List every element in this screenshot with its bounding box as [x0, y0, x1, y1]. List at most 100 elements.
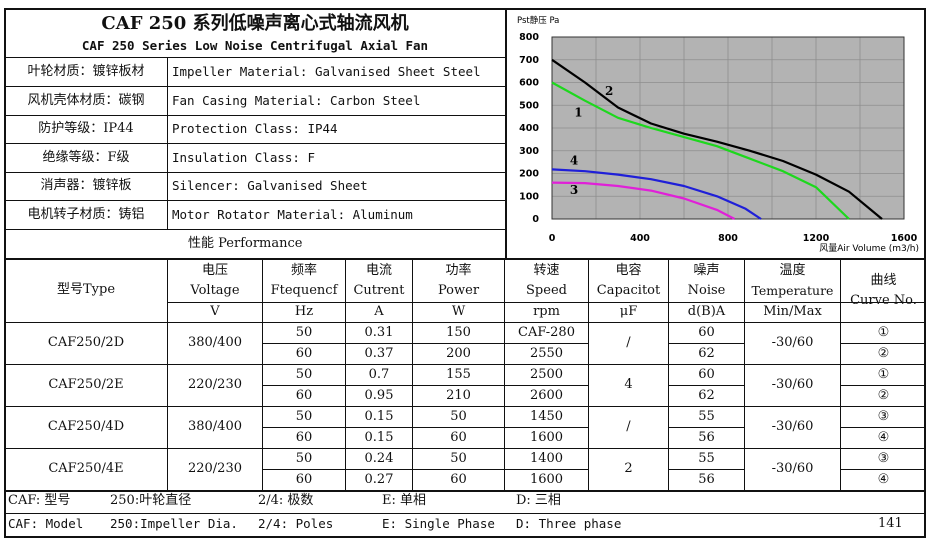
x-tick-label: 400: [630, 233, 650, 244]
current-cell: 0.15: [364, 409, 394, 424]
temperature-cell: -30/60: [771, 335, 814, 350]
divider: [4, 448, 926, 449]
divider: [4, 322, 926, 323]
y-tick-label: 600: [519, 78, 539, 89]
series-line-4: [551, 168, 762, 220]
power-cell: 155: [446, 367, 471, 382]
current-cell: 0.95: [364, 388, 394, 403]
voltage-cell: 220/230: [187, 461, 242, 476]
speed-cell: 1400: [529, 451, 564, 466]
title-en: CAF 250 Series Low Noise Centrifugal Axi…: [81, 38, 429, 53]
curve-cell: ②: [877, 346, 890, 361]
divider: [345, 258, 346, 490]
footer-en-dia: 250:Impeller Dia.: [110, 516, 238, 531]
spec-en-0: Impeller Material: Galvanised Sheet Stee…: [172, 64, 481, 79]
divider: [840, 343, 926, 344]
spec-en-1: Fan Casing Material: Carbon Steel: [172, 93, 421, 108]
power-cell: 60: [450, 430, 467, 445]
performance-label: 性能 Performance: [188, 236, 303, 251]
y-tick-label: 0: [532, 214, 539, 225]
noise-cell: 62: [698, 388, 715, 403]
divider: [4, 57, 506, 58]
speed-cell: 2550: [529, 346, 564, 361]
speed-cell: 1600: [529, 472, 564, 487]
header-power-en: Power: [437, 283, 480, 298]
power-cell: 150: [446, 325, 471, 340]
header-noise-en: Noise: [687, 283, 726, 298]
y-tick-label: 500: [519, 100, 539, 111]
divider: [668, 469, 744, 470]
footer-cn-caf: CAF: 型号: [8, 493, 71, 508]
header-voltage-unit: V: [210, 304, 220, 319]
y-tick-label: 800: [519, 32, 539, 43]
capacitor-cell: 4: [624, 377, 633, 392]
sheet-frame: [4, 8, 926, 538]
power-cell: 50: [450, 409, 467, 424]
curve-cell: ④: [877, 472, 890, 487]
divider: [262, 469, 588, 470]
title-cn: CAF 250 系列低噪声离心式轴流风机: [101, 13, 409, 34]
curve-label-1: 1: [574, 106, 582, 120]
divider: [588, 258, 589, 490]
y-tick-label: 400: [519, 123, 539, 134]
speed-cell: 1600: [529, 430, 564, 445]
current-cell: 0.27: [364, 472, 394, 487]
x-axis-label: 风量Air Volume (m3/h): [819, 243, 919, 254]
current-cell: 0.7: [368, 367, 390, 382]
divider: [4, 364, 926, 365]
temperature-cell: -30/60: [771, 377, 814, 392]
model-cell: CAF250/4D: [47, 419, 125, 434]
header-speed-en: Speed: [526, 283, 567, 298]
divider: [167, 258, 168, 490]
header-speed-unit: rpm: [533, 304, 560, 319]
divider: [4, 258, 926, 260]
spec-cn-4: 消声器：镀锌板: [40, 178, 132, 193]
footer-cn-poles: 2/4: 极数: [258, 493, 314, 508]
curve-cell: ③: [877, 451, 890, 466]
frequency-cell: 60: [295, 430, 313, 445]
header-curve-en: Curve No.: [850, 293, 917, 308]
frequency-cell: 60: [295, 388, 313, 403]
header-power-unit: W: [451, 304, 466, 319]
header-frequency-unit: Hz: [294, 304, 314, 319]
divider: [4, 406, 926, 407]
header-temperature-unit: Min/Max: [763, 304, 822, 319]
power-cell: 50: [450, 451, 467, 466]
y-tick-label: 100: [519, 191, 539, 202]
series-line-3: [551, 181, 736, 220]
capacitor-cell: /: [626, 419, 631, 434]
divider: [4, 115, 506, 116]
current-cell: 0.37: [364, 346, 394, 361]
y-axis-label: Pst静压 Pa: [517, 15, 559, 26]
speed-cell: 2600: [529, 388, 564, 403]
curve-cell: ③: [877, 409, 890, 424]
divider: [4, 143, 506, 144]
header-speed-cn: 转速: [533, 263, 560, 278]
temperature-cell: -30/60: [771, 461, 814, 476]
noise-cell: 55: [698, 409, 715, 424]
footer-en-caf: CAF: Model: [8, 516, 84, 531]
divider: [262, 427, 588, 428]
voltage-cell: 380/400: [187, 335, 242, 350]
voltage-cell: 380/400: [187, 419, 242, 434]
header-temperature-en: Temperature: [751, 283, 834, 298]
noise-cell: 56: [698, 472, 715, 487]
divider: [840, 469, 926, 470]
frequency-cell: 50: [295, 325, 313, 340]
header-noise-unit: d(B)A: [687, 304, 726, 319]
divider: [262, 258, 263, 490]
x-tick-label: 1600: [891, 233, 918, 244]
footer-en-three: D: Three phase: [516, 516, 622, 531]
capacitor-cell: /: [626, 335, 631, 350]
header-frequency-en: Ftequencf: [270, 283, 338, 298]
curve-label-2: 2: [605, 84, 613, 98]
page-number: 141: [878, 516, 903, 531]
y-tick-label: 200: [519, 169, 539, 180]
header-curve-cn: 曲线: [870, 273, 897, 288]
curve-label-4: 4: [570, 153, 578, 167]
footer-cn-single: E: 单相: [382, 493, 427, 508]
curve-cell: ①: [877, 367, 890, 382]
divider: [4, 229, 506, 230]
divider: [668, 427, 744, 428]
